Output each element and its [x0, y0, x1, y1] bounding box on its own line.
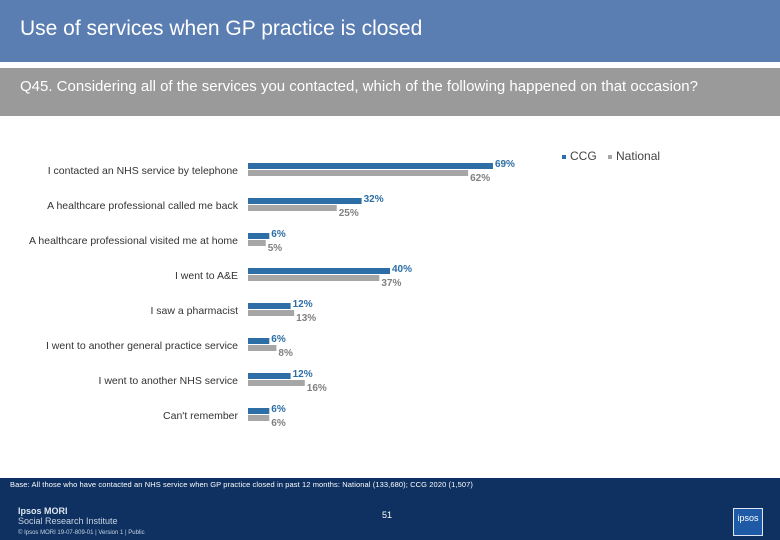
category-label: A healthcare professional called me back	[47, 200, 239, 212]
question-text: Q45. Considering all of the services you…	[20, 78, 698, 95]
data-label-national: 8%	[278, 348, 293, 359]
data-label-national: 62%	[470, 173, 490, 184]
data-label-ccg: 12%	[293, 369, 313, 380]
data-label-national: 13%	[296, 313, 316, 324]
data-label-ccg: 6%	[271, 404, 286, 415]
bar-chart: I contacted an NHS service by telephone 6…	[29, 159, 515, 429]
data-label-national: 16%	[307, 383, 327, 394]
data-label-national: 37%	[381, 278, 401, 289]
logo-subtitle: Social Research Institute	[18, 516, 118, 526]
bar-national	[248, 170, 469, 176]
bar-ccg	[248, 408, 270, 414]
bar-national	[248, 205, 337, 211]
data-label-national: 25%	[339, 208, 359, 219]
bar-ccg	[248, 233, 270, 239]
title-bar: Use of services when GP practice is clos…	[0, 0, 780, 62]
bar-national	[248, 380, 305, 386]
legend-item-ccg: CCG	[562, 149, 597, 163]
category-label: Can't remember	[163, 410, 238, 422]
chart-legend: CCG National	[562, 149, 668, 163]
bar-national	[248, 240, 266, 246]
category-label: I went to another NHS service	[99, 375, 239, 387]
bar-ccg	[248, 338, 270, 344]
logo-brand: Ipsos MORI	[18, 506, 68, 516]
data-label-ccg: 6%	[271, 334, 286, 345]
category-label: I contacted an NHS service by telephone	[48, 165, 238, 177]
bar-national	[248, 275, 380, 281]
bar-national	[248, 415, 270, 421]
bar-ccg	[248, 268, 390, 274]
bar-ccg	[248, 373, 291, 379]
footer-bar	[0, 478, 780, 540]
ipsos-logo: Ipsos MORI Social Research Institute	[18, 506, 118, 526]
base-note: Base: All those who have contacted an NH…	[10, 480, 474, 489]
legend-label-national: National	[616, 149, 661, 163]
data-label-ccg: 12%	[293, 299, 313, 310]
legend-label-ccg: CCG	[570, 149, 597, 163]
question-bar: Q45. Considering all of the services you…	[0, 68, 780, 116]
category-label: I saw a pharmacist	[150, 305, 238, 317]
page-number: 51	[382, 510, 393, 520]
bar-national	[248, 310, 295, 316]
category-label: A healthcare professional visited me at …	[29, 235, 238, 247]
data-label-ccg: 6%	[271, 229, 286, 240]
data-label-ccg: 32%	[364, 194, 384, 205]
ipsos-corner-logo-icon: ipsos	[733, 508, 763, 536]
page-title: Use of services when GP practice is clos…	[20, 17, 423, 40]
bar-ccg	[248, 198, 362, 204]
copyright-text: © Ipsos MORI 19-07-809-01 | Version 1 | …	[18, 530, 145, 536]
data-label-ccg: 69%	[495, 159, 515, 170]
bar-ccg	[248, 163, 493, 169]
data-label-national: 5%	[268, 243, 283, 254]
bar-national	[248, 345, 277, 351]
legend-swatch-national	[608, 154, 613, 159]
data-label-national: 6%	[271, 418, 286, 429]
bar-ccg	[248, 303, 291, 309]
legend-swatch-ccg	[562, 154, 566, 159]
category-label: I went to another general practice servi…	[46, 340, 238, 352]
category-label: I went to A&E	[175, 270, 238, 282]
legend-item-national: National	[608, 149, 660, 163]
data-label-ccg: 40%	[392, 264, 412, 275]
